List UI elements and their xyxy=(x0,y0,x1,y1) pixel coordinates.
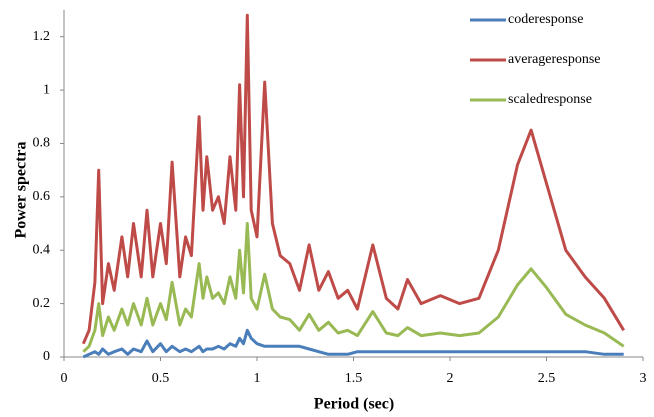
y-tick-label: 0.8 xyxy=(33,136,51,151)
x-tick-label: 2.5 xyxy=(538,371,556,386)
y-tick-label: 0.2 xyxy=(33,296,51,311)
x-axis-label: Period (sec) xyxy=(314,396,394,413)
series-line xyxy=(81,13,625,345)
legend-label: scaledresponse xyxy=(508,92,592,107)
series-line xyxy=(82,222,625,353)
x-tick-label: 2 xyxy=(447,371,454,386)
y-tick-label: 0 xyxy=(43,349,50,364)
y-tick-label: 0.4 xyxy=(33,242,51,257)
y-tick-label: 1.2 xyxy=(33,29,51,44)
x-tick-label: 1 xyxy=(254,371,261,386)
legend-label: coderesponse xyxy=(508,12,583,27)
x-tick-label: 1.5 xyxy=(345,371,363,386)
y-axis-label: Power spectra xyxy=(13,142,30,239)
y-tick-label: 0.6 xyxy=(33,189,51,204)
series-line xyxy=(82,328,624,359)
x-tick-label: 0 xyxy=(61,371,68,386)
x-tick-label: 0.5 xyxy=(152,371,170,386)
legend-label: averageresponse xyxy=(508,52,601,67)
x-tick-label: 3 xyxy=(640,371,647,386)
y-tick-label: 1 xyxy=(43,82,50,97)
